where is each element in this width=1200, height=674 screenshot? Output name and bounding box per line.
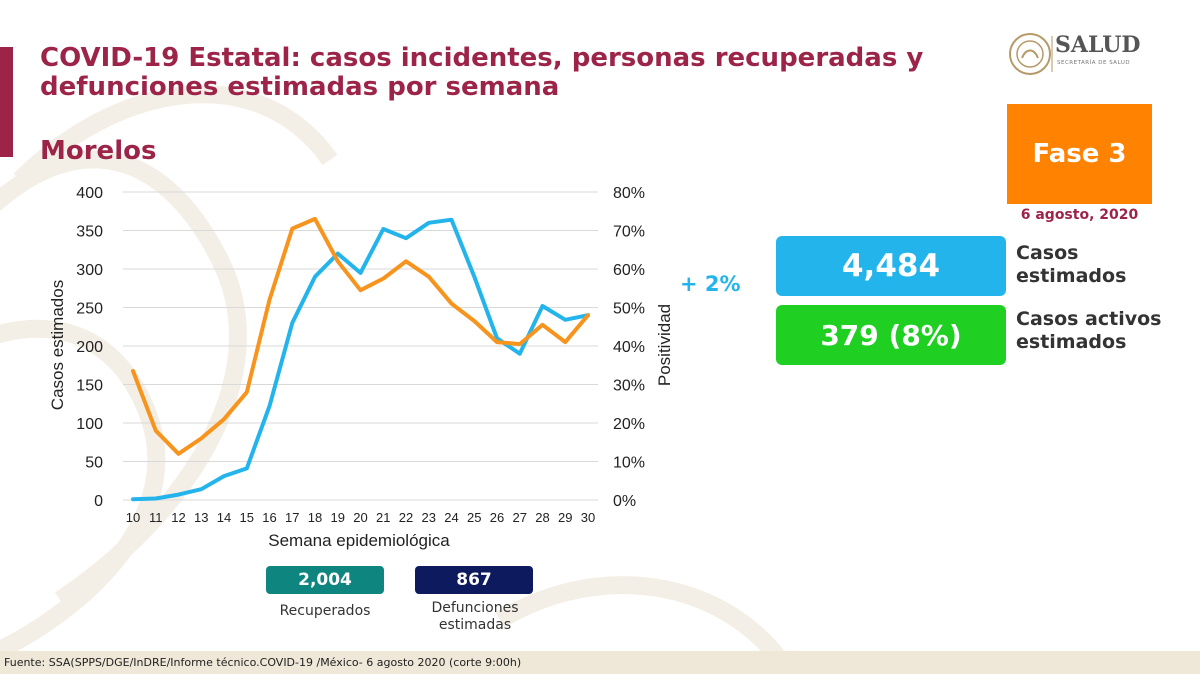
page-title: COVID-19 Estatal: casos incidentes, pers… xyxy=(40,44,960,102)
active-cases-value: 379 (8%) xyxy=(776,305,1006,365)
deaths-label-1: Defunciones xyxy=(431,600,519,616)
x-axis-label: Semana epidemiológica xyxy=(268,531,450,550)
x-tick-label: 17 xyxy=(285,510,299,525)
y2-tick-label: 80% xyxy=(613,185,645,202)
x-tick-label: 18 xyxy=(308,510,322,525)
x-tick-label: 24 xyxy=(444,510,458,525)
x-tick-label: 10 xyxy=(126,510,140,525)
x-tick-label: 29 xyxy=(558,510,572,525)
report-date: 6 agosto, 2020 xyxy=(1020,207,1139,223)
positivity-line xyxy=(131,216,590,456)
x-tick-label: 11 xyxy=(149,510,163,525)
active-cases-label: Casos activos estimados xyxy=(1016,308,1186,354)
x-tick-label: 22 xyxy=(399,510,413,525)
title-line-2: defunciones estimadas por semana xyxy=(40,72,560,102)
accent-bar xyxy=(0,47,13,157)
x-tick-label: 30 xyxy=(581,510,595,525)
x-tick-label: 13 xyxy=(194,510,208,525)
y2-axis-label: Positividad xyxy=(655,304,674,386)
deaths-value: 867 xyxy=(415,566,533,594)
estimated-cases-label: Casos estimados xyxy=(1016,242,1186,288)
deaths-label-2: estimadas xyxy=(438,617,512,633)
y-tick-label: 350 xyxy=(76,224,103,241)
x-tick-label: 26 xyxy=(490,510,504,525)
x-tick-label: 14 xyxy=(217,510,231,525)
y2-tick-label: 20% xyxy=(613,416,645,433)
positivity-change: + 2% xyxy=(680,272,741,296)
active-cases-label-1: Casos activos xyxy=(1016,308,1162,330)
state-name: Morelos xyxy=(40,136,157,166)
logo-subtext: SECRETARÍA DE SALUD xyxy=(1057,60,1131,66)
x-tick-label: 25 xyxy=(467,510,481,525)
x-tick-label: 19 xyxy=(331,510,345,525)
x-tick-label: 20 xyxy=(353,510,367,525)
y-tick-label: 250 xyxy=(76,301,103,318)
estimated-cases-label-1: Casos xyxy=(1016,242,1079,264)
y2-tick-label: 40% xyxy=(613,339,645,356)
logo-text: SALUD xyxy=(1055,32,1141,58)
recovered-label: Recuperados xyxy=(279,603,371,619)
active-cases-label-2: estimados xyxy=(1016,331,1127,353)
x-tick-label: 23 xyxy=(422,510,436,525)
y-tick-label: 50 xyxy=(85,455,103,472)
y2-tick-label: 0% xyxy=(613,493,636,510)
y-tick-label: 400 xyxy=(76,185,103,202)
y-tick-label: 0 xyxy=(94,493,103,510)
x-tick-label: 12 xyxy=(171,510,185,525)
deaths-label: Defunciones estimadas xyxy=(405,600,545,634)
x-tick-label: 21 xyxy=(376,510,390,525)
y2-tick-label: 60% xyxy=(613,262,645,279)
y-tick-label: 200 xyxy=(76,339,103,356)
y-tick-label: 300 xyxy=(76,262,103,279)
estimated-cases-label-2: estimados xyxy=(1016,265,1127,287)
x-tick-label: 15 xyxy=(240,510,254,525)
source-footer: Fuente: SSA(SPPS/DGE/InDRE/Informe técni… xyxy=(0,651,1200,674)
recovered-value: 2,004 xyxy=(266,566,384,594)
cases-line xyxy=(131,217,590,502)
x-tick-label: 16 xyxy=(262,510,276,525)
title-line-1: COVID-19 Estatal: casos incidentes, pers… xyxy=(40,43,924,73)
y-tick-label: 100 xyxy=(76,416,103,433)
estimated-cases-value: 4,484 xyxy=(776,236,1006,296)
y-axis-label: Casos estimados xyxy=(48,280,67,410)
y2-tick-label: 70% xyxy=(613,224,645,241)
y2-tick-label: 50% xyxy=(613,301,645,318)
x-tick-label: 27 xyxy=(513,510,527,525)
y2-tick-label: 10% xyxy=(613,455,645,472)
phase-badge: Fase 3 xyxy=(1007,104,1152,204)
y2-tick-label: 30% xyxy=(613,378,645,395)
x-tick-label: 28 xyxy=(535,510,549,525)
salud-seal-icon xyxy=(1009,33,1053,75)
y-tick-label: 150 xyxy=(76,378,103,395)
